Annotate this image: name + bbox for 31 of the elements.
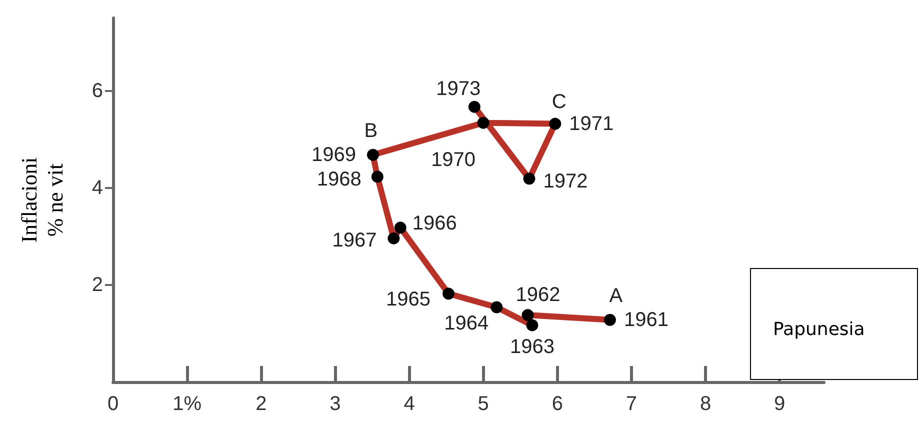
annotation: A [609, 284, 624, 307]
y-tick-label: 4 [92, 176, 103, 199]
annotation: 1963 [510, 336, 554, 358]
x-tick-label: 9 [774, 393, 786, 415]
x-tick-label: 2 [256, 393, 267, 415]
annotation: 1969 [311, 144, 356, 166]
annotation: 1972 [543, 170, 588, 193]
annotation: C [552, 90, 566, 113]
y-tick-label: 2 [92, 274, 103, 296]
x-tick-label: 5 [478, 393, 489, 415]
x-tick-label: 6 [552, 393, 563, 415]
note-box: Papunesia [750, 268, 918, 380]
x-tick-label: 1% [172, 393, 202, 415]
annotation: 1968 [316, 168, 362, 191]
y-tick-label: 6 [92, 80, 103, 102]
x-tick-label: 0 [107, 393, 119, 415]
x-tick-label: 7 [626, 393, 637, 415]
annotation: 1967 [332, 229, 377, 252]
annotation: 1973 [436, 78, 481, 100]
x-tick-label: 4 [404, 393, 415, 415]
annotation: 1966 [412, 212, 457, 235]
annotation: B [364, 120, 378, 142]
annotation: 1965 [386, 288, 431, 311]
annotation: 1961 [624, 308, 668, 331]
y-axis-title: Inflacioni % ne vit [16, 157, 68, 243]
x-tick-label: 3 [330, 393, 341, 415]
annotation: 1964 [444, 312, 489, 334]
annotation: 1971 [569, 112, 614, 135]
annotation: 1970 [431, 148, 476, 171]
x-tick-label: 8 [700, 393, 712, 415]
annotation: 1962 [516, 284, 560, 306]
